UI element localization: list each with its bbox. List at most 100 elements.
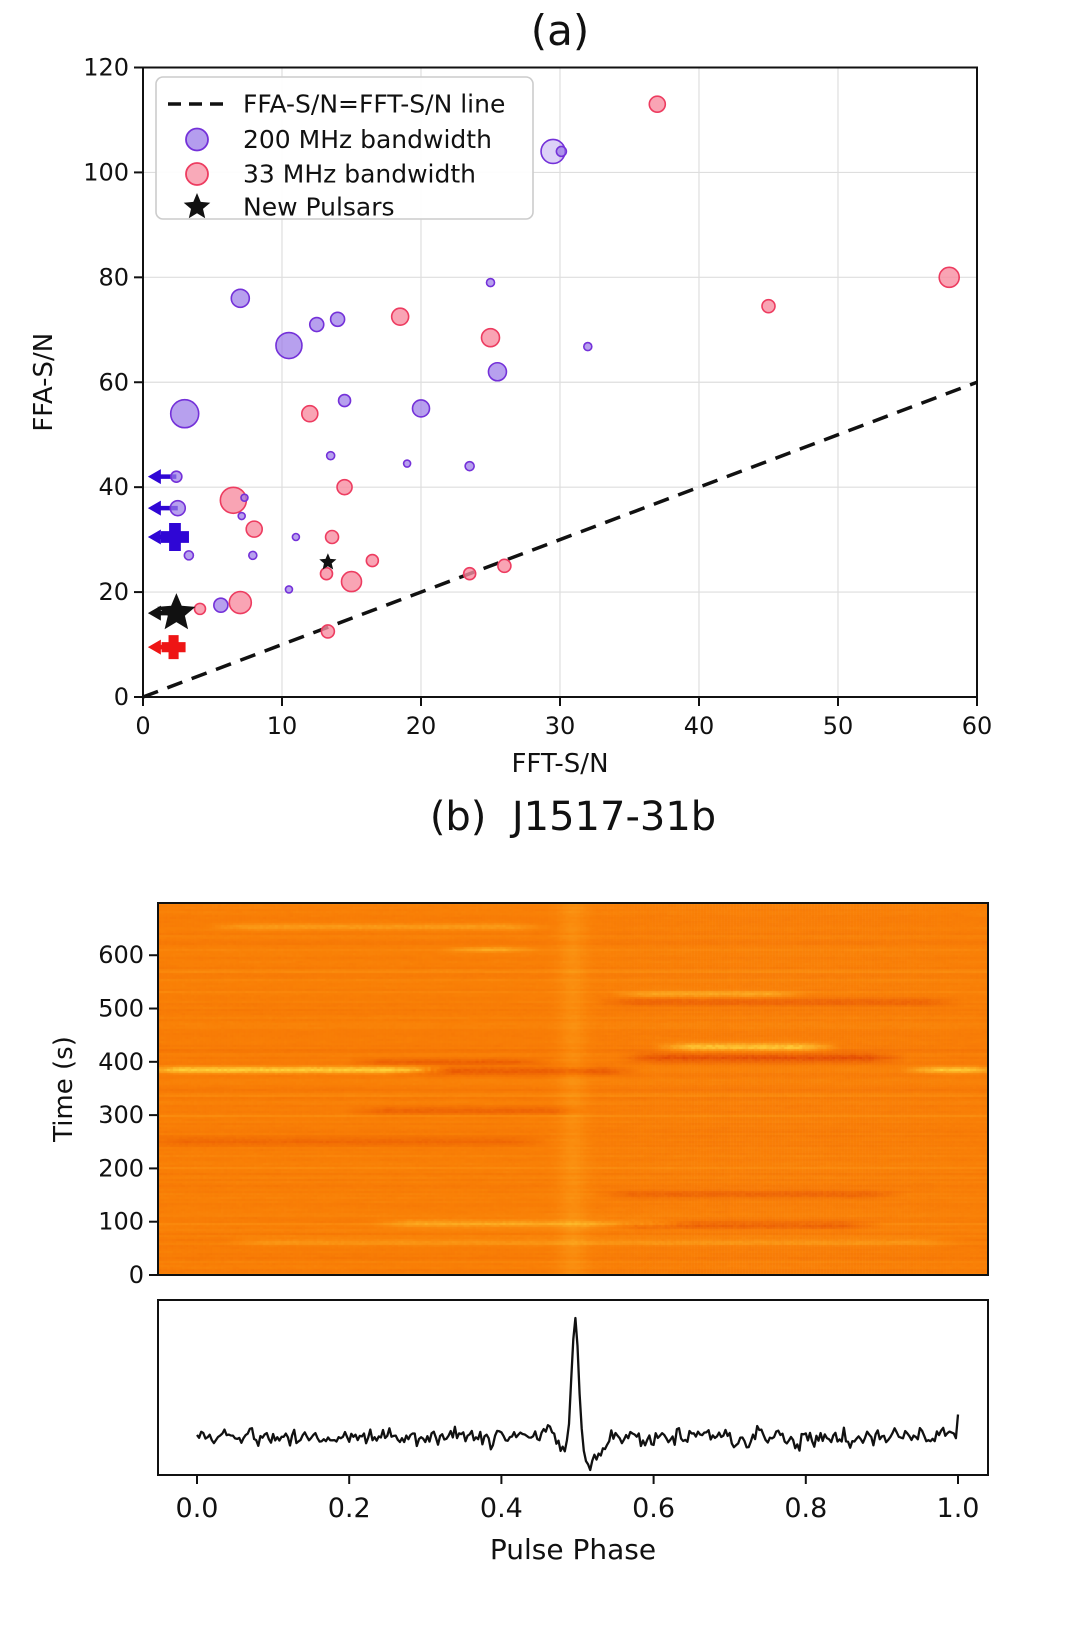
scatter-points [147,95,961,660]
candidate-plus-marker [160,523,189,552]
scatter-point-33mhz [761,298,776,314]
scatter-point-200mhz [308,316,325,333]
y-axis-tick-label: 60 [98,368,129,396]
pulse-profile-line [196,1316,960,1472]
phase-axis-tick-label: 0.8 [784,1493,827,1524]
scatter-point-200mhz [169,398,200,429]
legend-label: 33 MHz bandwidth [243,160,476,189]
scatter-panel: 0 10 20 30 40 50 60 0 20 40 60 80 100 120 FFT-S/N FFA-S… [29,54,992,780]
phase-axis-tick-label: 0.4 [480,1493,523,1524]
scatter-point-33mhz [336,478,353,496]
time-axis-tick-label: 300 [98,1101,144,1129]
scatter-point-33mhz [300,404,319,423]
upper-limit-arrow-head [147,529,161,545]
profile-panel: 0.0 0.2 0.4 0.6 0.8 1.0 Pulse Phase [157,1299,989,1566]
scatter-point-33mhz [228,590,253,615]
x-axis-tick-label: 20 [406,712,437,740]
profile-frame [157,1299,989,1476]
scatter-point-200mhz [291,532,301,542]
time-axis-tick-label: 400 [98,1048,144,1076]
x-axis-tick-label: 0 [135,712,150,740]
new-pulsar-star [319,553,337,570]
scatter-point-200mhz [555,145,568,158]
scatter-point-33mhz [390,307,410,326]
x-axis-tick-label: 30 [545,712,576,740]
scatter-point-200mhz [329,311,346,328]
legend-box [155,76,534,220]
phase-axis-tick-label: 1.0 [937,1493,980,1524]
scatter-point-33mhz [497,558,512,574]
x-axis-tick-label: 60 [962,712,993,740]
scatter-point-33mhz [365,553,380,568]
candidate-plus-marker [161,635,186,660]
scatter-point-200mhz [325,450,336,461]
scatter-point-200mhz [240,493,249,502]
scatter-point-200mhz [402,459,412,468]
scatter-point-33mhz [480,327,501,348]
scatter-point-33mhz [319,566,334,581]
scatter-point-200mhz [248,550,258,561]
scatter-point-200mhz [275,331,303,360]
scatter-point-200mhz [582,341,593,352]
panel-b-title: (b) J1517-31b [429,794,717,840]
time-axis-tick-label: 600 [98,941,144,969]
panel-a-title: (a) [530,6,590,55]
x-axis-tick-label: 50 [823,712,854,740]
time-axis-tick-label: 500 [98,995,144,1023]
waterfall-panel: 0 100 200 300 400 500 600 Time (s) [49,902,989,1289]
pulsar-waterfall-heatmap [158,903,988,1275]
legend-label: 200 MHz bandwidth [243,125,492,154]
x-axis-tick-label: 40 [684,712,715,740]
legend: FFA-S/N=FFT-S/N line 200 MHz bandwidth 33 … [155,76,534,222]
scatter-point-200mhz [464,460,475,472]
scatter-point-200mhz [337,393,352,408]
new-pulsar-star [157,593,196,630]
time-axis-tick-label: 100 [98,1208,144,1236]
upper-limit-arrow-head [147,469,161,485]
time-axis-tick-label: 0 [129,1261,144,1289]
time-axis-tick-label: 200 [98,1154,144,1182]
y-axis-tick-label: 80 [98,263,129,291]
y-axis-tick-label: 100 [83,158,129,186]
y-axis-tick-label: 0 [114,683,129,711]
upper-limit-arrow-head [147,639,161,655]
scatter-point-200mhz [213,597,229,613]
scatter-point-200mhz [237,511,246,521]
y-axis-tick-label: 40 [98,473,129,501]
waterfall-frame [157,902,989,1276]
scatter-point-200mhz [230,288,251,309]
scatter-point-33mhz [245,520,263,538]
upper-limit-arrow-head [147,605,161,621]
time-axis-label: Time (s) [49,1036,79,1143]
identity-line [142,380,978,699]
scatter-point-200mhz [170,470,183,483]
scatter-point-200mhz [487,361,508,382]
scatter-point-200mhz [485,277,496,288]
scatter-point-33mhz [648,95,667,114]
phase-axis-tick-label: 0.6 [632,1493,675,1524]
y-axis-tick-label: 20 [98,578,129,606]
x-axis-tick-label: 10 [267,712,298,740]
scatter-point-33mhz [462,566,477,581]
y-axis-label: FFA-S/N [29,333,59,432]
scatter-point-33mhz [938,266,961,289]
legend-circle-sample [185,127,209,152]
scatter-point-200mhz [284,585,294,594]
legend-star-sample [183,193,211,219]
y-axis-tick-label: 120 [83,54,129,82]
phase-axis-label: Pulse Phase [490,1533,656,1566]
scatter-point-33mhz [324,529,340,545]
legend-label: FFA-S/N=FFT-S/N line [243,90,505,119]
phase-axis-tick-label: 0.2 [328,1493,371,1524]
scatter-point-200mhz [411,399,431,418]
scatter-point-33mhz [193,602,207,616]
upper-limit-arrow-head [147,500,161,516]
scatter-point-200mhz [169,499,187,517]
scatter-point-33mhz [340,570,363,593]
scatter-point-33mhz [320,624,336,639]
phase-axis-tick-label: 0.0 [176,1493,219,1524]
scatter-point-200mhz [183,550,195,561]
legend-circle-sample [185,162,209,186]
